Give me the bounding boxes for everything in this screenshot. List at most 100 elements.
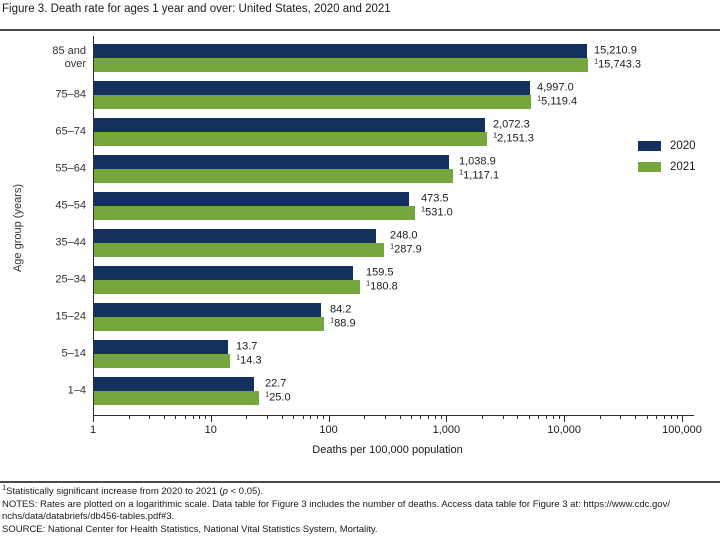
bar-2020-15-24 bbox=[94, 303, 321, 317]
x-minor-tick bbox=[128, 416, 130, 419]
x-minor-tick bbox=[552, 416, 554, 419]
x-minor-tick bbox=[599, 416, 601, 419]
x-axis-line bbox=[93, 415, 694, 416]
x-minor-tick bbox=[635, 416, 637, 419]
legend-swatch-2021 bbox=[638, 162, 661, 172]
value-label-2021-5-14: 114.3 bbox=[236, 352, 262, 367]
sig-marker: 1 bbox=[537, 93, 542, 103]
x-minor-tick bbox=[420, 416, 422, 419]
bar-2021-85-and-over bbox=[94, 58, 588, 72]
x-minor-tick bbox=[428, 416, 430, 419]
x-minor-tick bbox=[670, 416, 672, 419]
x-tick-100 bbox=[328, 416, 330, 422]
bar-2021-15-24 bbox=[94, 317, 324, 331]
sig-marker: 1 bbox=[459, 167, 464, 177]
legend-swatch-2020 bbox=[638, 141, 661, 151]
x-tick-label-10: 10 bbox=[204, 424, 217, 436]
sig-marker: 1 bbox=[390, 241, 395, 251]
y-axis-line bbox=[93, 36, 94, 416]
x-tick-label-10,000: 10,000 bbox=[547, 424, 582, 436]
value-label-2021-25-34: 1180.8 bbox=[366, 278, 398, 293]
x-minor-tick bbox=[655, 416, 657, 419]
x-tick-10 bbox=[210, 416, 212, 422]
x-minor-tick bbox=[246, 416, 248, 419]
x-minor-tick bbox=[323, 416, 325, 419]
sig-marker: 1 bbox=[421, 204, 426, 214]
value-label-2021-35-44: 1287.9 bbox=[390, 241, 422, 256]
value-label-2021-85-and-over: 115,743.3 bbox=[594, 56, 641, 71]
x-tick-label-1: 1 bbox=[89, 424, 97, 436]
sig-marker: 1 bbox=[265, 389, 270, 399]
x-minor-tick bbox=[538, 416, 540, 419]
x-minor-tick bbox=[502, 416, 504, 419]
footnotes: 1Statistically significant increase from… bbox=[2, 483, 718, 536]
x-minor-tick bbox=[317, 416, 319, 419]
x-minor-tick bbox=[310, 416, 312, 419]
legend-entry-2021: 2021 bbox=[638, 161, 696, 173]
category-label-55-64: 55–64 bbox=[55, 162, 86, 175]
x-axis-title: Deaths per 100,000 population bbox=[312, 444, 463, 456]
footnote-significance: 1Statistically significant increase from… bbox=[2, 483, 264, 497]
value-label-2020-5-14: 13.7 bbox=[236, 340, 258, 353]
category-label-1-4: 1–4 bbox=[67, 384, 86, 397]
bar-2021-5-14 bbox=[94, 354, 230, 368]
sig-marker: 1 bbox=[493, 130, 498, 140]
category-label-45-54: 45–54 bbox=[55, 199, 86, 212]
x-minor-tick bbox=[192, 416, 194, 419]
x-minor-tick bbox=[646, 416, 648, 419]
category-axis: 85 and over 75–84 65–74 55–64 45–54 35–44 25–3… bbox=[0, 40, 86, 420]
legend: 2020 2021 bbox=[638, 140, 696, 182]
x-minor-tick bbox=[410, 416, 412, 419]
bar-2020-75-84 bbox=[94, 81, 530, 95]
category-label-35-44: 35–44 bbox=[55, 236, 86, 249]
value-label-2020-45-54: 473.5 bbox=[421, 192, 449, 205]
x-tick-100,000 bbox=[682, 416, 683, 422]
x-tick-label-100: 100 bbox=[319, 424, 338, 436]
bar-2020-25-34 bbox=[94, 266, 353, 280]
x-minor-tick bbox=[293, 416, 295, 419]
bar-2020-65-74 bbox=[94, 118, 485, 132]
x-minor-tick bbox=[620, 416, 622, 419]
category-label-25-34: 25–34 bbox=[55, 273, 86, 286]
x-minor-tick bbox=[302, 416, 304, 419]
value-label-2020-35-44: 248.0 bbox=[390, 229, 418, 242]
x-tick-label-100,000: 100,000 bbox=[662, 424, 702, 436]
bar-2021-45-54 bbox=[94, 206, 415, 220]
value-label-2020-25-34: 159.5 bbox=[366, 266, 394, 279]
bar-2020-85-and-over bbox=[94, 44, 587, 58]
legend-label-2020: 2020 bbox=[670, 140, 696, 152]
x-minor-tick bbox=[441, 416, 442, 419]
x-tick-1 bbox=[93, 416, 94, 422]
bar-2021-25-34 bbox=[94, 280, 360, 294]
x-minor-tick bbox=[558, 416, 560, 419]
top-divider bbox=[0, 29, 720, 31]
sig-marker: 1 bbox=[594, 56, 599, 66]
footnote-source: SOURCE: National Center for Health Stati… bbox=[2, 523, 378, 535]
x-minor-tick bbox=[163, 416, 165, 419]
sig-marker: 1 bbox=[366, 278, 371, 288]
bar-2020-1-4 bbox=[94, 377, 254, 391]
bar-2021-75-84 bbox=[94, 95, 531, 109]
bar-2020-35-44 bbox=[94, 229, 376, 243]
x-tick-1,000 bbox=[446, 416, 448, 422]
x-minor-tick bbox=[517, 416, 519, 419]
sig-marker: 1 bbox=[330, 315, 335, 325]
figure-title: Figure 3. Death rate for ages 1 year and… bbox=[2, 3, 391, 15]
category-label-85-and-over: 85 and over bbox=[52, 45, 86, 70]
x-minor-tick bbox=[199, 416, 201, 419]
x-minor-tick bbox=[364, 416, 366, 419]
category-label-15-24: 15–24 bbox=[55, 310, 86, 323]
x-tick-label-1,000: 1,000 bbox=[432, 424, 461, 436]
value-label-2021-45-54: 1531.0 bbox=[421, 204, 453, 219]
bar-2021-55-64 bbox=[94, 169, 453, 183]
x-tick-10,000 bbox=[564, 416, 566, 422]
bar-2021-1-4 bbox=[94, 391, 259, 405]
x-minor-tick bbox=[281, 416, 283, 419]
category-label-65-74: 65–74 bbox=[55, 125, 86, 138]
x-minor-tick bbox=[546, 416, 547, 419]
value-label-2020-65-74: 2,072.3 bbox=[493, 118, 530, 131]
value-label-2021-15-24: 188.9 bbox=[330, 315, 356, 330]
value-label-2020-55-64: 1,038.9 bbox=[459, 155, 496, 168]
x-minor-tick bbox=[184, 416, 186, 419]
